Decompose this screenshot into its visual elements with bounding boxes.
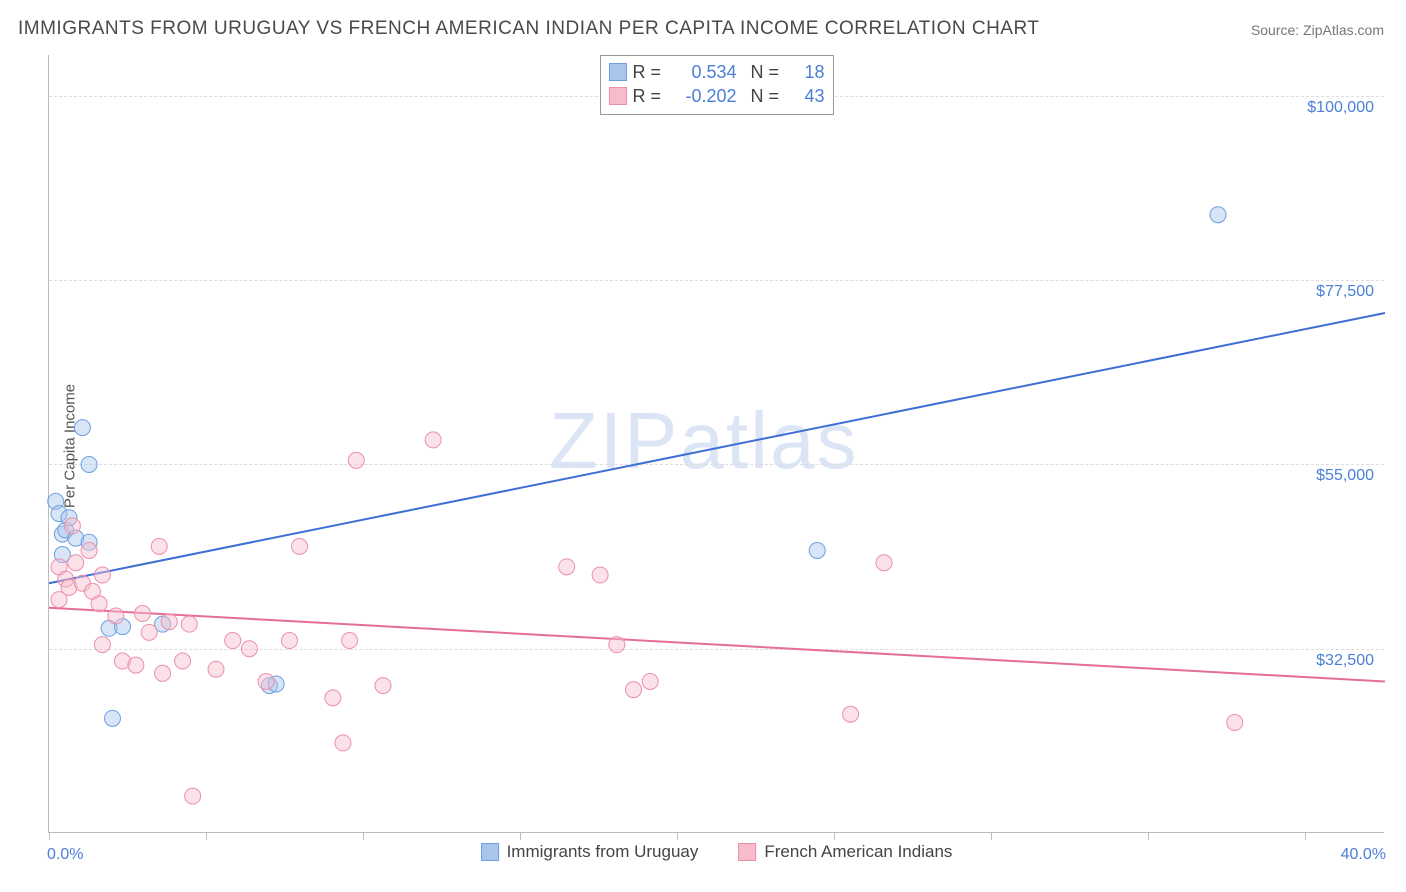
data-point — [626, 682, 642, 698]
n-value: 18 — [791, 62, 825, 83]
data-point — [155, 665, 171, 681]
data-point — [181, 616, 197, 632]
stats-legend: R = 0.534 N = 18 R = -0.202 N = 43 — [600, 55, 834, 115]
data-point — [1227, 714, 1243, 730]
data-point — [161, 614, 177, 630]
data-point — [74, 420, 90, 436]
x-tick-mark — [1148, 832, 1149, 840]
data-point — [609, 637, 625, 653]
stats-row: R = -0.202 N = 43 — [609, 84, 825, 108]
x-tick-mark — [363, 832, 364, 840]
data-point — [64, 518, 80, 534]
legend-swatch — [609, 63, 627, 81]
r-value: 0.534 — [673, 62, 737, 83]
data-point — [104, 710, 120, 726]
data-point — [91, 596, 107, 612]
data-point — [281, 633, 297, 649]
data-point — [241, 641, 257, 657]
n-value: 43 — [791, 86, 825, 107]
data-point — [375, 678, 391, 694]
x-tick-mark — [49, 832, 50, 840]
data-point — [425, 432, 441, 448]
legend-label: Immigrants from Uruguay — [507, 842, 699, 862]
x-max-label: 40.0% — [1341, 846, 1386, 864]
legend-item: French American Indians — [738, 842, 952, 862]
data-point — [185, 788, 201, 804]
data-point — [51, 592, 67, 608]
legend-label: French American Indians — [764, 842, 952, 862]
r-label: R = — [633, 86, 667, 107]
x-tick-mark — [206, 832, 207, 840]
source-attribution: Source: ZipAtlas.com — [1251, 22, 1384, 38]
data-point — [151, 538, 167, 554]
legend-swatch — [609, 87, 627, 105]
data-point — [81, 542, 97, 558]
x-tick-mark — [1305, 832, 1306, 840]
legend-item: Immigrants from Uruguay — [481, 842, 699, 862]
data-point — [559, 559, 575, 575]
series-legend: Immigrants from Uruguay French American I… — [481, 842, 953, 862]
scatter-svg — [49, 55, 1384, 832]
data-point — [128, 657, 144, 673]
data-point — [208, 661, 224, 677]
data-point — [335, 735, 351, 751]
data-point — [642, 673, 658, 689]
data-point — [325, 690, 341, 706]
x-tick-mark — [834, 832, 835, 840]
data-point — [175, 653, 191, 669]
data-point — [809, 542, 825, 558]
x-tick-mark — [520, 832, 521, 840]
legend-swatch — [738, 843, 756, 861]
data-point — [1210, 207, 1226, 223]
data-point — [225, 633, 241, 649]
x-tick-mark — [991, 832, 992, 840]
data-point — [843, 706, 859, 722]
data-point — [68, 555, 84, 571]
chart-plot-area: ZIPatlas $32,500$55,000$77,500$100,000 R… — [48, 55, 1384, 833]
data-point — [876, 555, 892, 571]
r-label: R = — [633, 62, 667, 83]
data-point — [135, 606, 151, 622]
r-value: -0.202 — [673, 86, 737, 107]
data-point — [348, 452, 364, 468]
data-point — [141, 624, 157, 640]
data-point — [292, 538, 308, 554]
data-point — [342, 633, 358, 649]
x-tick-mark — [677, 832, 678, 840]
stats-row: R = 0.534 N = 18 — [609, 60, 825, 84]
data-point — [94, 637, 110, 653]
x-min-label: 0.0% — [47, 846, 83, 864]
legend-swatch — [481, 843, 499, 861]
data-point — [108, 608, 124, 624]
trend-line — [49, 313, 1385, 583]
data-point — [94, 567, 110, 583]
data-point — [592, 567, 608, 583]
data-point — [81, 456, 97, 472]
data-point — [258, 673, 274, 689]
n-label: N = — [751, 62, 785, 83]
chart-title: IMMIGRANTS FROM URUGUAY VS FRENCH AMERIC… — [18, 18, 1039, 40]
n-label: N = — [751, 86, 785, 107]
